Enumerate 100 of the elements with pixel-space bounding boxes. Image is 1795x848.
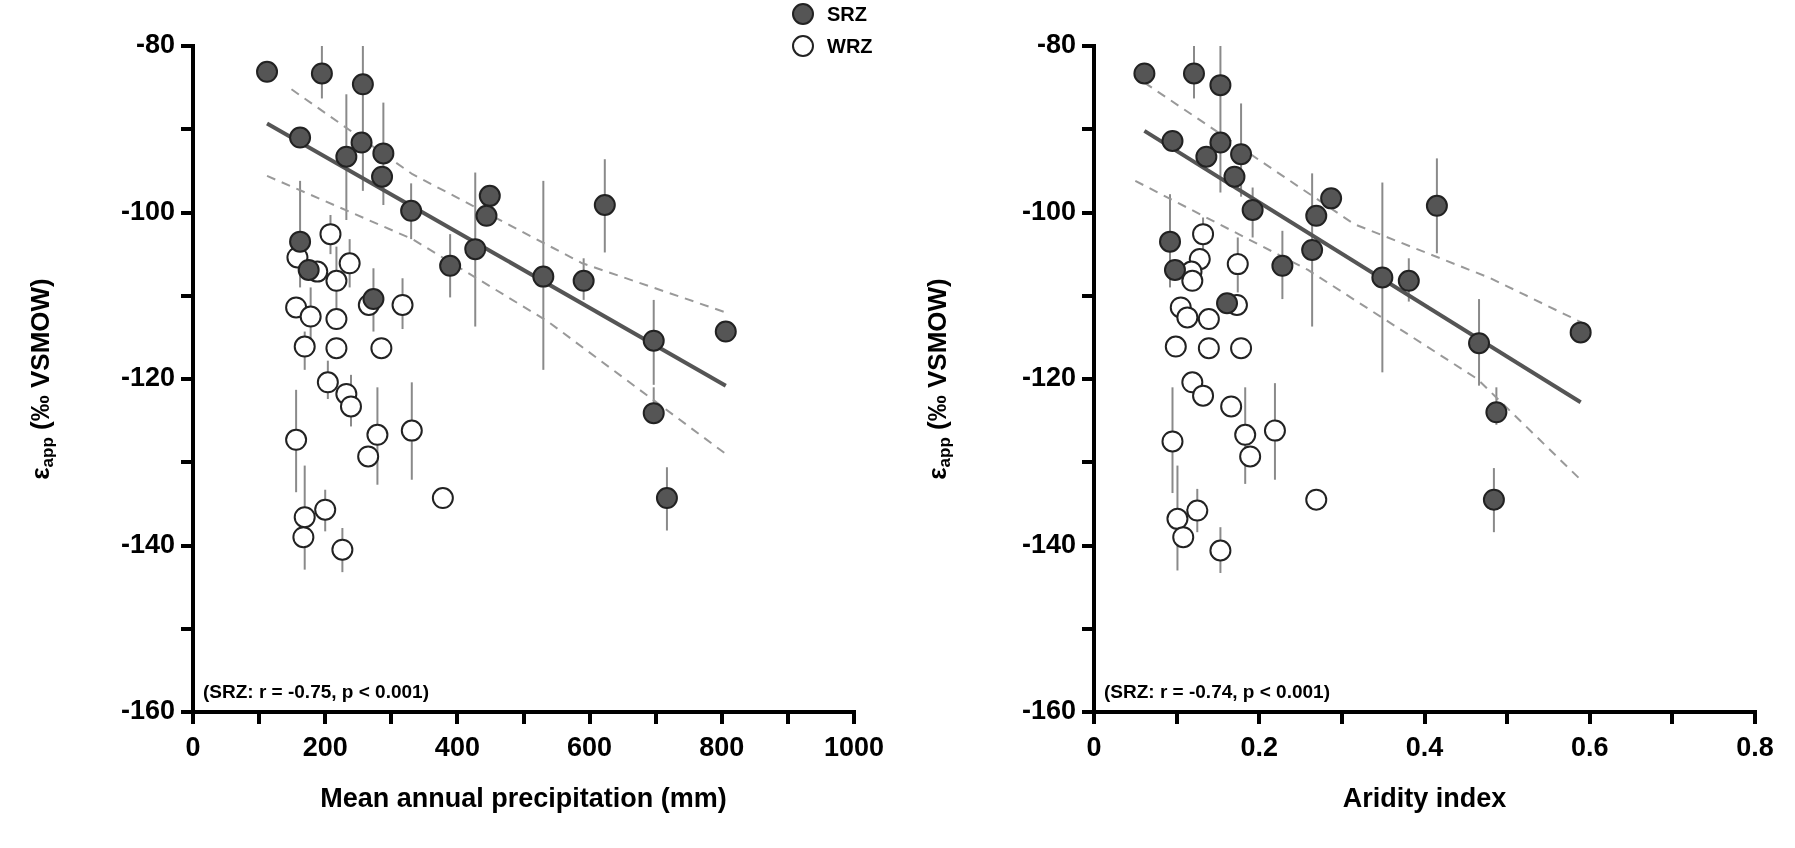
point: [655, 487, 678, 510]
point: [351, 73, 374, 96]
x-tick-label: 0: [185, 731, 201, 762]
point: [464, 238, 487, 261]
y-axis-title: εapp (‰ VSMOW): [922, 278, 955, 480]
x-tick-label: 200: [302, 731, 348, 762]
point: [1301, 238, 1324, 261]
point: [1482, 488, 1505, 511]
point: [299, 305, 322, 328]
point: [1305, 204, 1328, 227]
point: [289, 230, 312, 253]
point: [1234, 423, 1257, 446]
legend-label: SRZ: [827, 2, 867, 25]
point: [1197, 337, 1220, 360]
point: [1220, 395, 1243, 418]
x-tick-label: 600: [567, 731, 613, 762]
point: [325, 269, 348, 292]
x-tick-label: 0.8: [1736, 731, 1774, 762]
point: [1320, 187, 1343, 210]
x-tick-label: 400: [434, 731, 480, 762]
line-series: [266, 174, 727, 455]
point: [475, 204, 498, 227]
point: [335, 145, 358, 168]
point: [1485, 401, 1508, 424]
point: [1223, 165, 1246, 188]
point: [1226, 253, 1249, 276]
point: [339, 395, 362, 418]
point: [439, 254, 462, 277]
y-tick-label: -160: [1021, 695, 1076, 726]
annotation: (SRZ: r = -0.74, p < 0.001): [1104, 681, 1330, 702]
point: [1216, 292, 1239, 315]
x-tick-label: 0.6: [1570, 731, 1609, 762]
point: [256, 60, 279, 83]
x-tick-label: 0: [1086, 731, 1102, 762]
point: [642, 402, 665, 425]
annotation: (SRZ: r = -0.75, p < 0.001): [203, 681, 429, 702]
point: [1195, 145, 1218, 168]
point: [1197, 308, 1220, 331]
point: [478, 184, 501, 207]
point: [1230, 143, 1253, 166]
y-tick-label: -80: [1036, 29, 1076, 60]
point: [1305, 488, 1328, 511]
line-series: [290, 88, 727, 314]
point: [366, 423, 389, 446]
x-tick-label: 0.2: [1240, 731, 1279, 762]
y-axis-title: εapp (‰ VSMOW): [25, 278, 58, 480]
point: [357, 445, 380, 468]
y-tick-label: -100: [120, 195, 175, 226]
y-tick-label: -100: [1021, 195, 1076, 226]
point: [642, 329, 665, 352]
point: [431, 487, 454, 510]
point: [1271, 254, 1294, 277]
point: [371, 165, 394, 188]
point: [1182, 62, 1205, 85]
point: [1241, 199, 1264, 221]
point: [1181, 371, 1204, 394]
point: [1172, 526, 1195, 549]
point: [338, 252, 361, 275]
point: [1230, 337, 1253, 360]
point: [400, 199, 423, 222]
point: [1425, 194, 1448, 217]
point: [1181, 269, 1204, 292]
point: [1209, 74, 1232, 97]
point: [1133, 62, 1156, 85]
x-axis-title: Mean annual precipitation (mm): [320, 783, 727, 814]
point: [1159, 230, 1182, 253]
x-tick-label: 800: [699, 731, 745, 762]
x-axis-title: Aridity index: [1342, 783, 1507, 814]
point: [372, 142, 395, 165]
point: [1569, 321, 1592, 344]
point: [297, 258, 320, 281]
point: [316, 371, 339, 394]
x-tick-label: 0.4: [1405, 731, 1444, 762]
y-tick-label: -80: [135, 29, 175, 60]
point: [1176, 306, 1199, 329]
point: [350, 131, 373, 154]
point: [1209, 131, 1232, 154]
point: [293, 506, 316, 529]
y-tick-label: -160: [120, 695, 175, 726]
y-tick-label: -140: [120, 528, 175, 559]
y-tick-label: -140: [1021, 528, 1076, 559]
point: [331, 538, 354, 561]
legend-label: WRZ: [827, 34, 873, 57]
point: [285, 428, 308, 451]
point: [319, 223, 342, 246]
x-tick-label: 1000: [823, 731, 885, 762]
point: [1192, 223, 1215, 246]
point: [1397, 269, 1420, 292]
point: [292, 526, 315, 549]
point: [572, 269, 595, 292]
point: [391, 293, 414, 316]
point: [325, 308, 348, 331]
point: [593, 194, 616, 217]
point: [1192, 384, 1215, 407]
point: [714, 320, 737, 343]
point: [1263, 419, 1286, 442]
y-tick-label: -120: [1021, 362, 1076, 393]
point: [370, 337, 393, 360]
point: [1163, 258, 1186, 281]
point: [1371, 266, 1394, 289]
